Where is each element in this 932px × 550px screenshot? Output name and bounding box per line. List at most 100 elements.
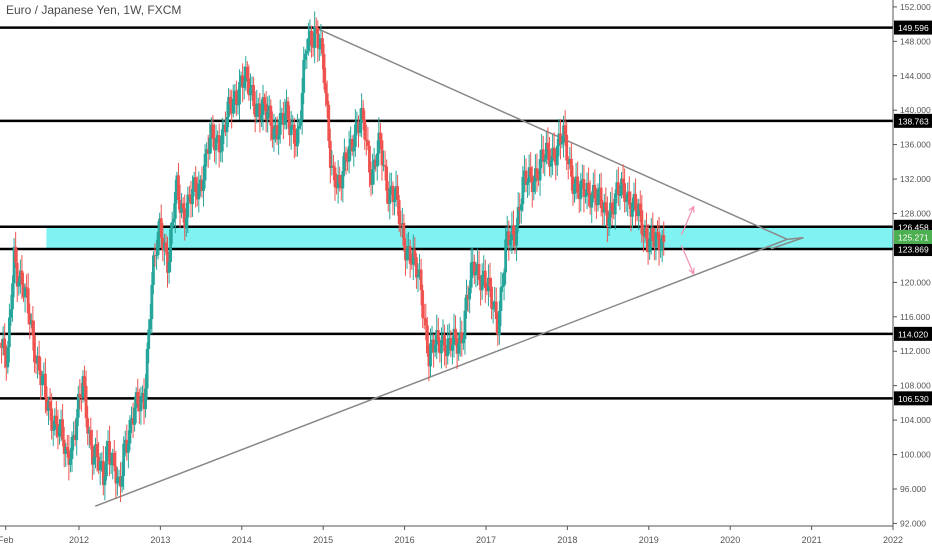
candle-body — [396, 186, 400, 201]
candle-body — [496, 318, 500, 335]
candle-body — [652, 240, 656, 247]
candle-body — [588, 192, 592, 208]
y-tick-label: 136.000 — [900, 140, 931, 150]
candle-body — [555, 145, 559, 166]
candle-body — [28, 313, 32, 325]
candle-body — [551, 147, 555, 161]
candle-body — [241, 75, 245, 88]
candle-body — [125, 439, 129, 453]
candle-body — [377, 132, 381, 154]
candle-body — [596, 189, 600, 206]
candle-body — [302, 59, 306, 93]
candle-body — [615, 182, 619, 194]
candle-body — [660, 235, 664, 250]
candle-body — [446, 338, 450, 357]
candle-body — [529, 167, 533, 177]
candle-body — [4, 355, 8, 368]
x-tick-label: 2013 — [150, 535, 170, 545]
candle-body — [97, 456, 101, 471]
candle-body — [591, 184, 595, 195]
candle-body — [20, 270, 24, 285]
candle-body — [474, 271, 478, 276]
candle-body — [413, 249, 417, 258]
candle-body — [145, 348, 149, 389]
candle-body — [51, 429, 55, 431]
candle-body — [436, 330, 440, 341]
candle-body — [169, 228, 173, 262]
candle-body — [239, 75, 243, 82]
candle-body — [213, 138, 216, 151]
candle-body — [181, 203, 185, 209]
candle-body — [225, 116, 229, 133]
candle-body — [455, 338, 459, 354]
candle-body — [629, 204, 633, 217]
candle-body — [92, 457, 96, 465]
candle-body — [286, 101, 290, 119]
candle-body — [317, 48, 321, 50]
candle-body — [530, 176, 534, 193]
candle-body — [463, 310, 467, 340]
candle-body — [577, 192, 581, 200]
candle-body — [566, 160, 570, 165]
candle-body — [12, 246, 16, 284]
candle-body — [602, 202, 606, 213]
candle-body — [402, 222, 406, 246]
y-tick-label: 128.000 — [900, 208, 931, 218]
candle-body — [311, 45, 315, 48]
candle-body — [441, 334, 445, 340]
candle-body — [100, 460, 104, 462]
candle-body — [379, 132, 382, 141]
level-price-tag — [894, 391, 932, 406]
candle-body — [341, 171, 345, 189]
candle-body — [419, 269, 423, 291]
candle-body — [222, 124, 226, 130]
candle-body — [303, 53, 307, 60]
candle-body — [548, 148, 551, 167]
candle-body — [261, 97, 265, 115]
candle-body — [219, 151, 223, 153]
candle-body — [189, 196, 193, 205]
candle-body — [266, 111, 270, 120]
candle-body — [546, 142, 550, 149]
candle-body — [40, 375, 44, 386]
candle-body — [460, 332, 464, 344]
candle-body — [538, 159, 542, 181]
candle-body — [37, 355, 41, 371]
candle-body — [599, 187, 603, 209]
candle-body — [70, 436, 74, 460]
candle-body — [347, 146, 351, 162]
candle-body — [166, 251, 169, 273]
candle-body — [289, 126, 293, 136]
candle-body — [632, 193, 636, 203]
candle-body — [624, 201, 628, 203]
y-tick-label: 144.000 — [900, 71, 931, 81]
candle-body — [435, 330, 439, 345]
candle-body — [451, 344, 454, 351]
candle-body — [209, 124, 213, 138]
candle-body — [477, 263, 481, 280]
candle-body — [491, 308, 495, 310]
candle-body — [357, 121, 360, 133]
candle-body — [291, 124, 295, 127]
candle-body — [407, 246, 410, 249]
projection-arrows-layer — [680, 205, 695, 275]
candle-body — [288, 118, 292, 136]
candle-body — [526, 181, 529, 185]
candle-body — [61, 419, 65, 440]
candle-body — [158, 218, 162, 232]
level-price-label: 149.596 — [898, 23, 929, 33]
candle-body — [360, 107, 364, 123]
x-tick-label: 2019 — [639, 535, 659, 545]
candle-body — [253, 106, 257, 117]
candle-body — [67, 450, 71, 465]
candle-body — [507, 231, 511, 246]
candle-body — [654, 232, 658, 247]
candle-body — [43, 373, 47, 398]
y-tick-label: 140.000 — [900, 105, 931, 115]
candle-body — [541, 149, 545, 162]
candle-body — [78, 393, 82, 397]
candle-body — [449, 338, 453, 351]
candle-body — [300, 92, 304, 120]
candle-body — [504, 239, 508, 273]
